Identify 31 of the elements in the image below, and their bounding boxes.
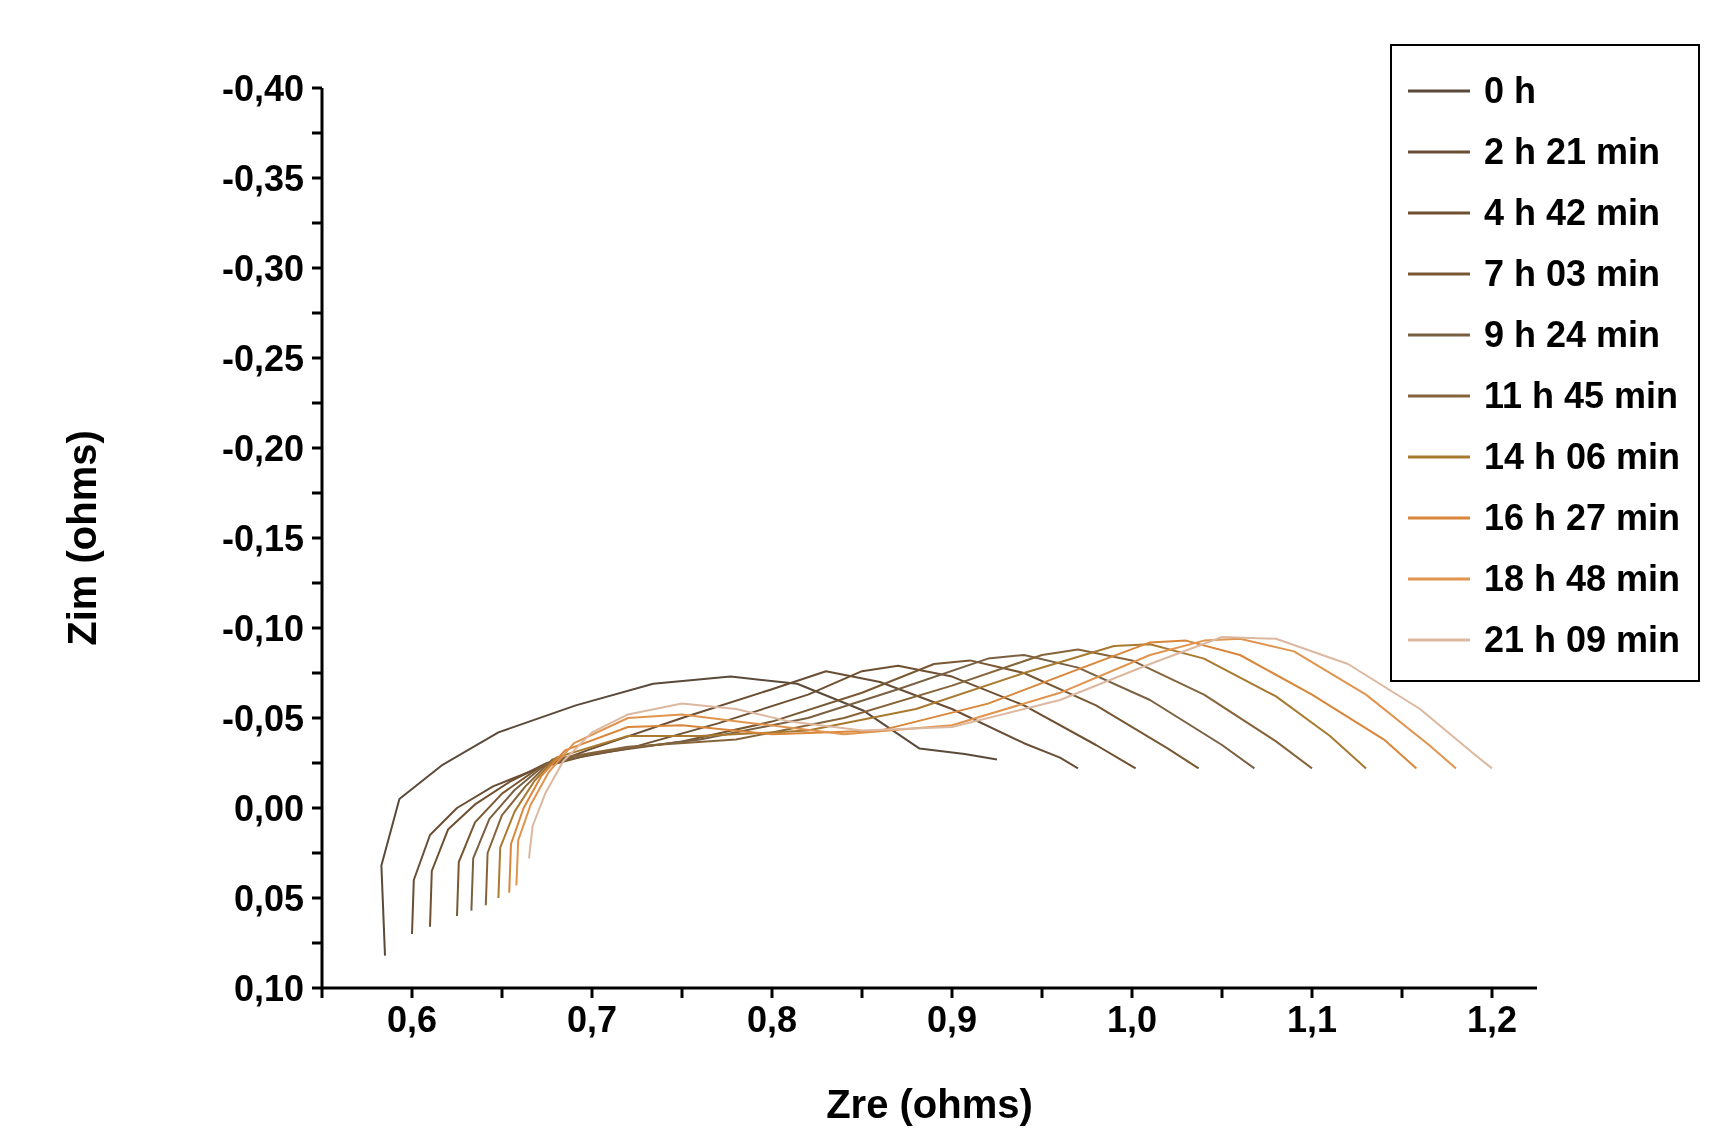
x-tick-label: 0,7 <box>566 998 618 1040</box>
y-tick-label: -0,05 <box>221 697 304 739</box>
x-tick-label: 0,6 <box>386 998 438 1040</box>
y-tick-label: -0,25 <box>221 337 304 379</box>
legend-label: 7 h 03 min <box>1484 252 1661 295</box>
x-tick-label: 0,9 <box>926 998 978 1040</box>
legend-label: 14 h 06 min <box>1484 435 1681 478</box>
y-tick-label: -0,30 <box>221 247 304 289</box>
legend-label: 4 h 42 min <box>1484 191 1661 234</box>
y-tick-label: -0,15 <box>221 517 304 559</box>
legend-label: 16 h 27 min <box>1484 496 1681 539</box>
legend-label: 9 h 24 min <box>1484 313 1661 356</box>
y-tick-label: -0,40 <box>221 67 304 109</box>
legend-label: 11 h 45 min <box>1484 374 1679 417</box>
x-axis-title: Zre (ohms) <box>826 1082 1033 1126</box>
y-tick-label: -0,10 <box>221 607 304 649</box>
x-tick-label: 1,0 <box>1106 998 1158 1040</box>
y-axis-title: Zim (ohms) <box>60 430 105 646</box>
x-tick-label: 1,1 <box>1286 998 1338 1040</box>
legend-label: 18 h 48 min <box>1484 557 1681 600</box>
y-tick-label: -0,20 <box>221 427 304 469</box>
x-tick-label: 0,8 <box>746 998 798 1040</box>
y-tick-label: -0,35 <box>221 157 304 199</box>
y-tick-label: 0,10 <box>233 967 304 1009</box>
legend-label: 0 h <box>1484 69 1537 112</box>
legend-label: 21 h 09 min <box>1484 618 1681 661</box>
legend-label: 2 h 21 min <box>1484 130 1661 173</box>
y-tick-label: 0,05 <box>233 877 304 919</box>
y-tick-label: 0,00 <box>233 787 304 829</box>
x-tick-label: 1,2 <box>1466 998 1518 1040</box>
line-series <box>380 675 998 957</box>
